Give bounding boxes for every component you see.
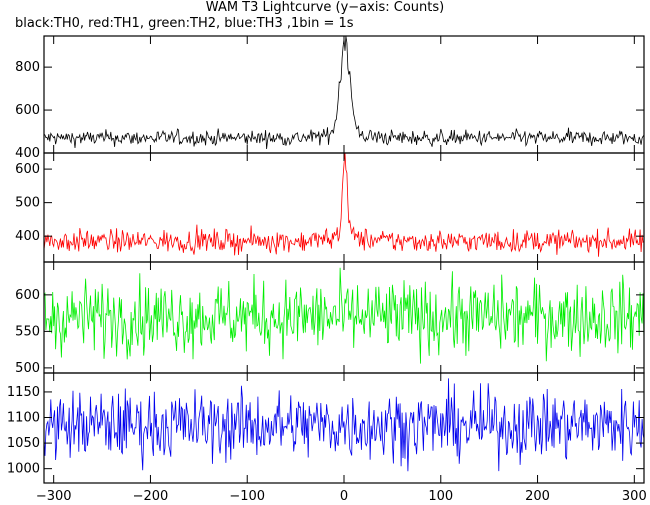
y-tick-label: 500 — [15, 361, 40, 376]
x-tick-label: 0 — [340, 489, 348, 504]
chart-title: WAM T3 Lightcurve (y−axis: Counts) — [205, 0, 445, 15]
y-tick-label: 1150 — [7, 385, 40, 400]
x-tick-label: −100 — [229, 489, 265, 504]
y-tick-label: 800 — [15, 60, 40, 75]
y-tick-label: 1050 — [7, 436, 40, 451]
y-tick-label: 400 — [15, 229, 40, 244]
series-th3-line — [43, 378, 645, 472]
series-th1-line — [43, 152, 645, 257]
y-tick-label: 600 — [15, 103, 40, 118]
x-tick-label: 200 — [525, 489, 550, 504]
series-th2-line — [43, 267, 645, 364]
y-tick-label: 500 — [15, 196, 40, 211]
x-tick-label: −200 — [133, 489, 169, 504]
x-tick-label: 300 — [622, 489, 647, 504]
chart-subtitle: black:TH0, red:TH1, green:TH2, blue:TH3 … — [15, 16, 354, 31]
y-tick-label: 600 — [15, 288, 40, 303]
y-tick-label: 1100 — [7, 411, 40, 426]
y-tick-label: 1000 — [7, 462, 40, 477]
y-tick-label: 400 — [15, 146, 40, 161]
y-tick-label: 600 — [15, 162, 40, 177]
y-tick-label: 550 — [15, 324, 40, 339]
series-th0-line — [43, 35, 645, 150]
x-tick-label: 100 — [428, 489, 453, 504]
x-tick-label: −300 — [36, 489, 72, 504]
